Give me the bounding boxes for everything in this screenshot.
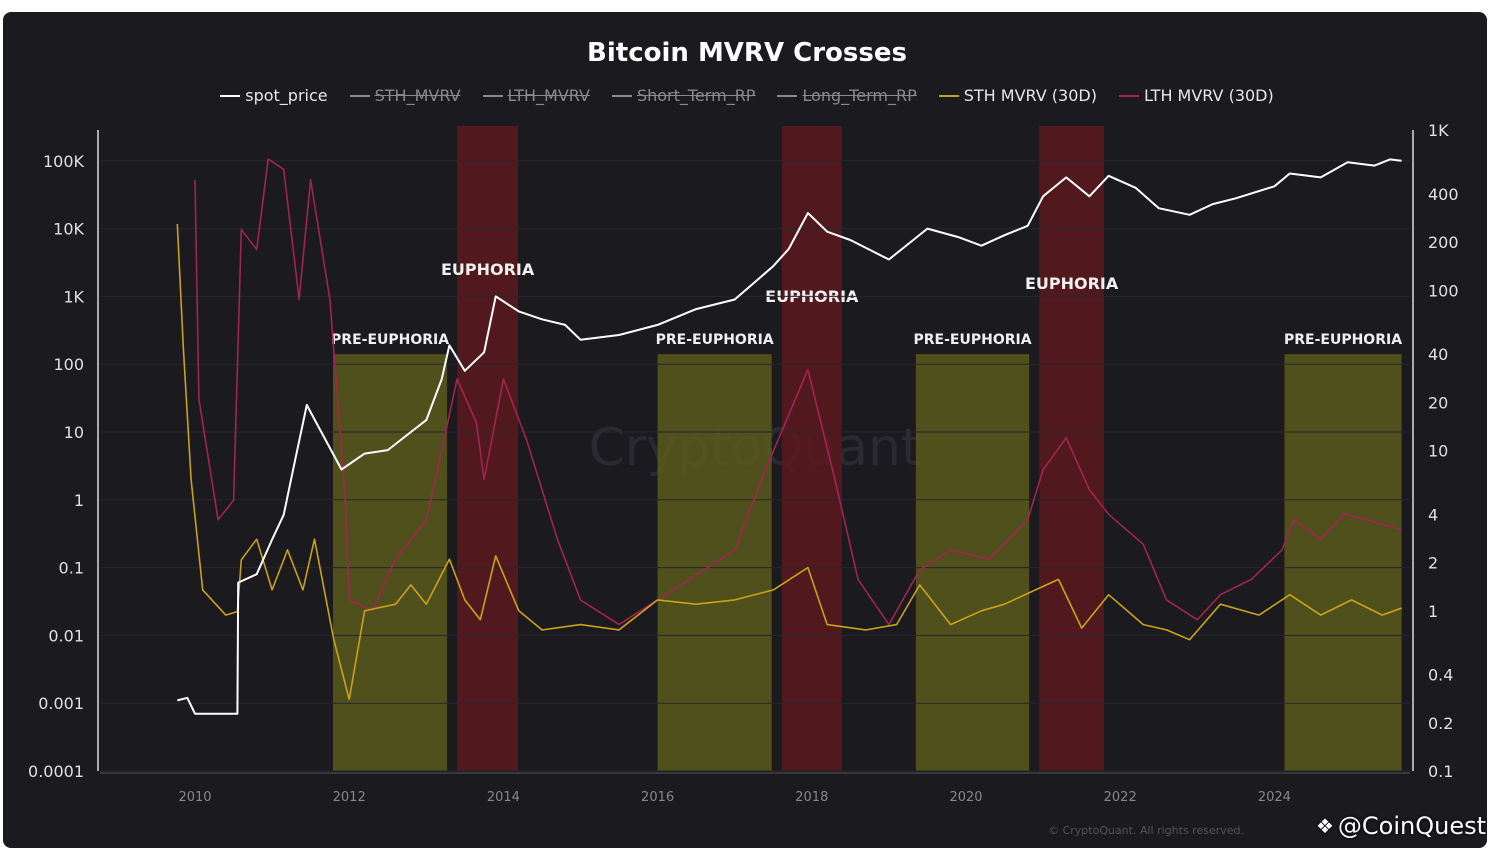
x-tick-label: 2020 [949, 790, 982, 805]
annotation-label: PRE-EUPHORIA [331, 332, 449, 348]
y-left-tick-label: 100 [53, 355, 84, 374]
y-left-tick-label: 0.0001 [28, 762, 84, 781]
legend-item-lth-mvrv-30d[interactable]: LTH MVRV (30D) [1118, 86, 1274, 105]
y-right-tick-label: 200 [1428, 233, 1459, 252]
annotation-label: PRE-EUPHORIA [1284, 332, 1402, 348]
band-pre [1284, 354, 1402, 771]
y-right-tick-label: 1 [1428, 602, 1438, 621]
y-right-tick-label: 10 [1428, 442, 1448, 461]
copyright-text: © CryptoQuant. All rights reserved. [1048, 824, 1244, 837]
y-right-tick-label: 0.1 [1428, 762, 1453, 781]
y-left-tick-label: 1K [63, 287, 84, 306]
y-left-tick-label: 0.001 [38, 694, 84, 713]
legend-swatch [220, 94, 241, 97]
x-tick-label: 2018 [795, 790, 828, 805]
legend-label: spot_price [245, 86, 328, 105]
legend-item-lth-mvrv[interactable]: LTH_MVRV [482, 86, 590, 105]
annotation-label: EUPHORIA [441, 260, 535, 279]
brand-text: @CoinQuest [1337, 812, 1486, 840]
x-tick-label: 2012 [333, 790, 366, 805]
annotation-label: PRE-EUPHORIA [656, 332, 774, 348]
annotation-label: PRE-EUPHORIA [914, 332, 1032, 348]
y-left-tick-label: 10K [53, 220, 84, 239]
y-right-tick-label: 20 [1428, 393, 1448, 412]
y-left-tick-label: 1 [74, 491, 84, 510]
series-line-sth-mvrv-30d [176, 223, 1402, 701]
band-pre [915, 354, 1030, 771]
legend-item-sth-mvrv[interactable]: STH_MVRV [349, 86, 461, 105]
legend-swatch [611, 94, 632, 97]
y-right-tick-label: 100 [1428, 281, 1459, 300]
y-right-tick-label: 4 [1428, 505, 1438, 524]
y-right-tick-label: 2 [1428, 554, 1438, 573]
x-tick-label: 2010 [178, 790, 211, 805]
legend-swatch [1118, 94, 1139, 97]
band-pre [333, 354, 448, 771]
y-right-tick-label: 400 [1428, 185, 1459, 204]
legend-label: Short_Term_RP [636, 86, 756, 105]
y-right-tick-label: 1K [1428, 121, 1449, 140]
x-tick-label: 2022 [1104, 790, 1137, 805]
annotation-label: EUPHORIA [1025, 274, 1119, 293]
binance-logo-icon: ❖ [1315, 814, 1334, 838]
band-euphoria [457, 126, 519, 771]
y-left-tick-label: 0.01 [48, 626, 84, 645]
brand-badge: ❖ @CoinQuest [1316, 812, 1486, 840]
y-left-tick-label: 10 [64, 423, 84, 442]
y-right-tick-label: 0.2 [1428, 714, 1453, 733]
y-right-tick-label: 0.4 [1428, 666, 1453, 685]
chart-title: Bitcoin MVRV Crosses [587, 38, 907, 68]
legend-item-long-term-rp[interactable]: Long_Term_RP [777, 86, 917, 105]
legend-swatch [349, 94, 370, 97]
series-line-spot-price [177, 158, 1402, 715]
legend-label: STH_MVRV [374, 86, 461, 105]
legend-item-spot-price[interactable]: spot_price [220, 86, 328, 105]
legend: spot_price STH_MVRV LTH_MVRV Short_Term_RP L… [0, 86, 1494, 105]
legend-label: LTH MVRV (30D) [1143, 86, 1274, 105]
legend-swatch [938, 94, 959, 97]
legend-label: LTH_MVRV [507, 86, 590, 105]
x-tick-label: 2014 [487, 790, 520, 805]
x-tick-label: 2016 [641, 790, 674, 805]
y-right-tick-label: 40 [1428, 345, 1448, 364]
legend-swatch [777, 94, 798, 97]
legend-swatch [482, 94, 503, 97]
y-left-tick-label: 0.1 [59, 559, 84, 578]
y-left-tick-label: 100K [43, 152, 85, 171]
x-tick-label: 2024 [1258, 790, 1291, 805]
legend-label: STH MVRV (30D) [963, 86, 1097, 105]
legend-item-sth-mvrv-30d[interactable]: STH MVRV (30D) [938, 86, 1097, 105]
legend-item-short-term-rp[interactable]: Short_Term_RP [611, 86, 756, 105]
legend-label: Long_Term_RP [802, 86, 917, 105]
band-euphoria [781, 126, 842, 771]
series-line-lth-mvrv-30d [194, 158, 1402, 626]
